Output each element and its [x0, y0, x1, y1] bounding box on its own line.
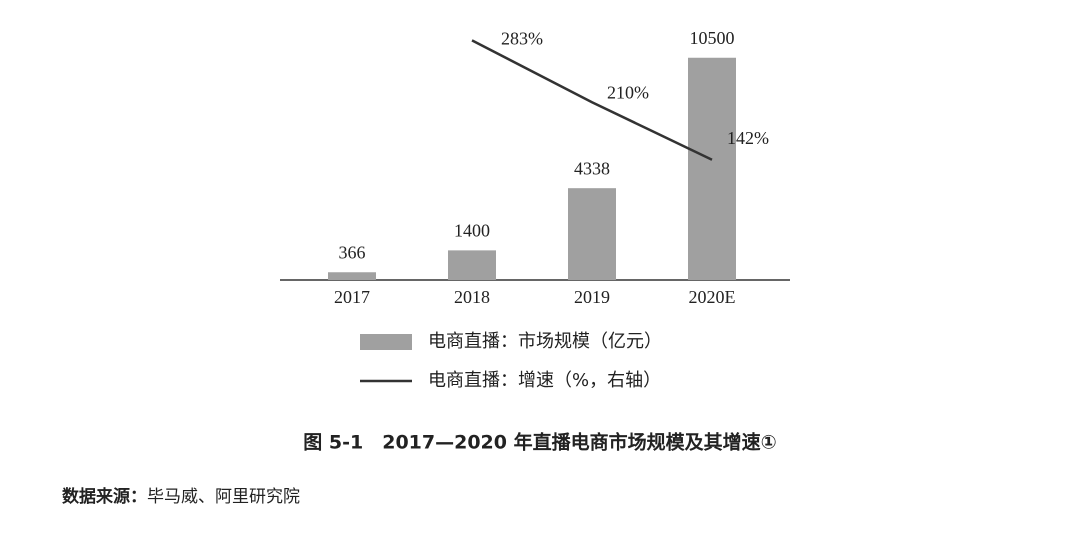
source-text: 毕马威、阿里研究院	[147, 487, 300, 507]
chart-title: 图 5-1 2017—2020 年直播电商市场规模及其增速①	[303, 431, 776, 454]
line-value-label: 142%	[727, 128, 769, 148]
legend-label: 电商直播：市场规模（亿元）	[428, 331, 662, 352]
x-tick-label: 2020E	[689, 287, 736, 307]
source: 数据来源：毕马威、阿里研究院	[62, 486, 300, 507]
x-tick-label: 2017	[334, 287, 370, 307]
bar-value-label: 366	[339, 242, 366, 262]
line-value-label: 210%	[607, 82, 649, 102]
legend-swatch	[360, 334, 412, 350]
x-tick-label: 2019	[574, 287, 610, 307]
source-label: 数据来源：	[62, 486, 147, 507]
legend-label: 电商直播：增速（%，右轴）	[428, 370, 661, 391]
x-tick-label: 2018	[454, 287, 490, 307]
bar-value-label: 1400	[454, 220, 490, 240]
bar	[328, 272, 376, 280]
bar	[448, 250, 496, 280]
bar-value-label: 10500	[690, 28, 735, 48]
bar	[688, 57, 736, 280]
line-value-label: 283%	[501, 29, 543, 49]
bar	[568, 188, 616, 280]
bar-value-label: 4338	[574, 158, 610, 178]
line	[471, 39, 713, 161]
